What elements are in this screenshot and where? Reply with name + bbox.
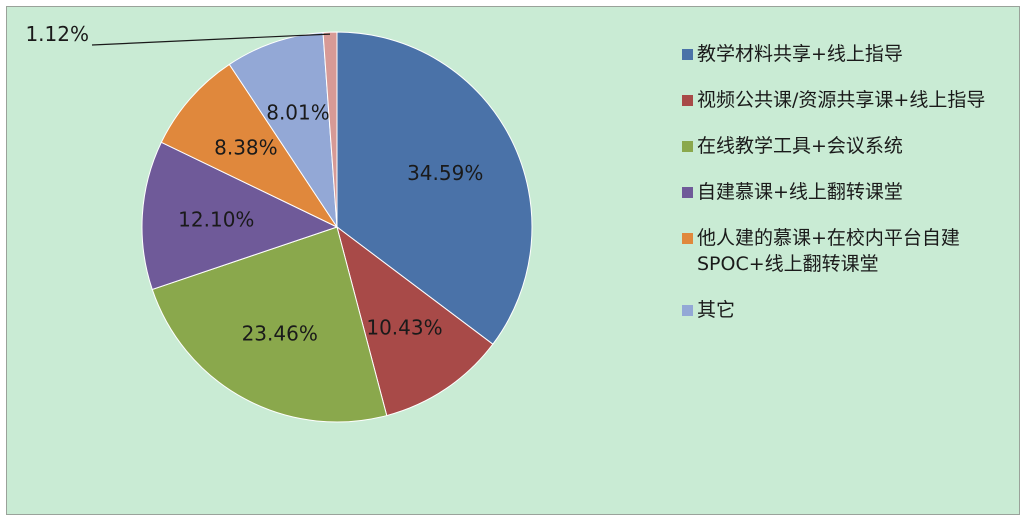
data-label-2: 23.46% <box>242 322 318 346</box>
pie-slice-3 <box>141 141 339 291</box>
legend-label-1: 视频公共课/资源共享课+线上指导 <box>697 89 986 111</box>
pie-slice-2 <box>151 226 388 423</box>
data-label-5: 8.01% <box>266 101 330 125</box>
pie-slice-0 <box>336 31 533 345</box>
legend-label-2: 在线教学工具+会议系统 <box>697 135 903 157</box>
data-label-6: 1.12% <box>25 22 89 46</box>
legend-label-0: 教学材料共享+线上指导 <box>697 43 903 65</box>
legend-item-1: 视频公共课/资源共享课+线上指导 <box>682 87 1012 113</box>
legend-swatch-5 <box>682 305 693 316</box>
pie-chart: 34.59% 10.43% 23.46% 12.10% 8.38% 8.01% 1.12% <box>25 22 533 423</box>
leader-line-6 <box>91 33 331 46</box>
legend-label-3: 自建慕课+线上翻转课堂 <box>697 181 903 203</box>
legend-item-4: 他人建的慕课+在校内平台自建SPOC+线上翻转课堂 <box>682 225 1012 277</box>
pie-slice-4 <box>160 63 339 229</box>
data-label-4: 8.38% <box>214 136 278 160</box>
legend-swatch-0 <box>682 49 693 60</box>
chart-area: 34.59% 10.43% 23.46% 12.10% 8.38% 8.01% 1.12% … <box>6 6 1020 515</box>
pie-slice-1 <box>336 225 494 417</box>
legend-label-4: 他人建的慕课+在校内平台自建SPOC+线上翻转课堂 <box>697 227 960 275</box>
legend: 教学材料共享+线上指导视频公共课/资源共享课+线上指导 在线教学工具+会议系统 自建… <box>682 41 1012 343</box>
data-label-3: 12.10% <box>178 208 254 232</box>
legend-swatch-1 <box>682 95 693 106</box>
legend-item-0: 教学材料共享+线上指导 <box>682 41 1012 67</box>
legend-item-3: 自建慕课+线上翻转课堂 <box>682 179 1012 205</box>
legend-swatch-2 <box>682 141 693 152</box>
data-label-1: 10.43% <box>366 315 442 339</box>
legend-swatch-4 <box>682 233 693 244</box>
legend-label-5: 其它 <box>697 299 736 321</box>
legend-item-5: 其它 <box>682 297 1012 323</box>
data-label-0: 34.59% <box>407 161 483 185</box>
pie-slice-6 <box>322 31 338 228</box>
legend-item-2: 在线教学工具+会议系统 <box>682 133 1012 159</box>
legend-swatch-3 <box>682 187 693 198</box>
pie-slice-5 <box>228 31 338 229</box>
